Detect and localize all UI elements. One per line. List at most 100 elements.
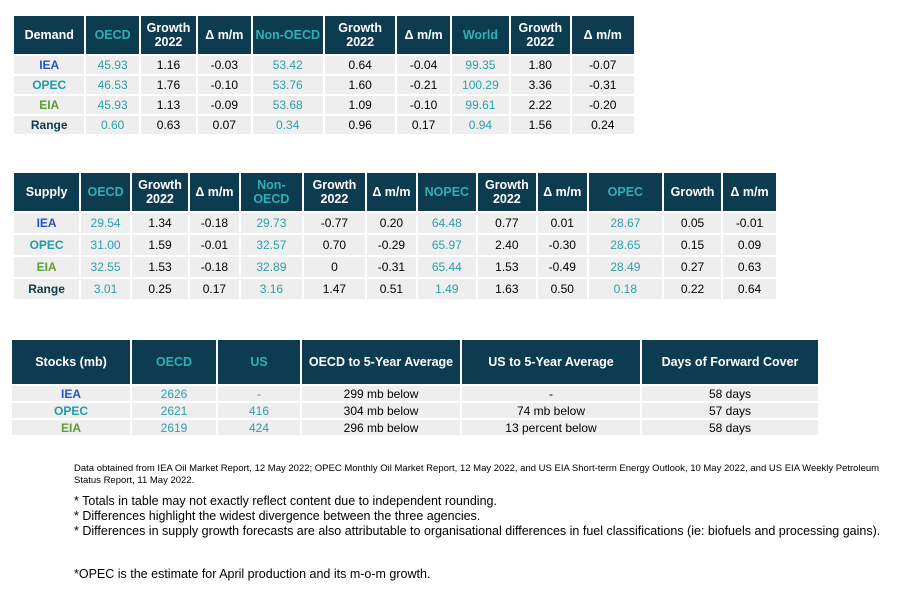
supply-cell: 1.49 [417, 279, 476, 299]
supply-cell: 0.27 [664, 257, 721, 277]
demand-cell: 2.22 [511, 96, 570, 114]
demand-cell: 1.56 [511, 116, 570, 134]
demand-header-label: Demand [14, 16, 85, 54]
stocks-cell: - [218, 386, 300, 401]
supply-row: IEA 29.54 1.34 -0.18 29.73 -0.77 0.20 64.48 0.77… [14, 213, 776, 233]
demand-cell: -0.20 [571, 96, 634, 114]
supply-cell: 0.77 [477, 213, 536, 233]
demand-header-growth: Growth 2022 [511, 16, 570, 54]
supply-header-nopec: NOPEC [417, 173, 476, 211]
stocks-cell: 2619 [132, 420, 216, 435]
supply-cell: 65.97 [417, 235, 476, 255]
supply-cell: 31.00 [81, 235, 130, 255]
supply-cell: 1.59 [132, 235, 188, 255]
supply-row: Range 3.01 0.25 0.17 3.16 1.47 0.51 1.49 1.63 0.5… [14, 279, 776, 299]
demand-cell: 1.60 [324, 76, 396, 94]
demand-cell: -0.21 [397, 76, 450, 94]
demand-cell: -0.09 [198, 96, 251, 114]
demand-cell: 1.16 [140, 56, 197, 74]
supply-cell: 0.70 [303, 235, 365, 255]
stocks-cell: 2621 [132, 403, 216, 418]
supply-cell: 0.22 [664, 279, 721, 299]
stocks-row: OPEC 2621 416 304 mb below 74 mb below 57 day… [12, 403, 818, 418]
supply-cell: 1.47 [303, 279, 365, 299]
demand-cell: 45.93 [86, 56, 139, 74]
demand-cell: -0.10 [198, 76, 251, 94]
demand-row: Range 0.60 0.63 0.07 0.34 0.96 0.17 0.94 1.56 0.2… [14, 116, 634, 134]
supply-cell: 0.64 [723, 279, 776, 299]
supply-cell: 28.65 [588, 235, 662, 255]
supply-cell: -0.01 [723, 213, 776, 233]
demand-row-label: Range [14, 116, 85, 134]
stocks-header-row: Stocks (mb) OECD US OECD to 5-Year Avera… [12, 340, 818, 384]
supply-cell: -0.49 [537, 257, 587, 277]
stocks-cell: 13 percent below [462, 420, 640, 435]
demand-cell: -0.31 [571, 76, 634, 94]
supply-cell: -0.18 [189, 213, 239, 233]
demand-cell: 46.53 [86, 76, 139, 94]
supply-row-label: Range [14, 279, 80, 299]
stocks-cell: 57 days [642, 403, 818, 418]
supply-header-growth: Growth 2022 [303, 173, 365, 211]
demand-header-growth: Growth 2022 [324, 16, 396, 54]
supply-cell: 0.50 [537, 279, 587, 299]
supply-header-delta: Δ m/m [723, 173, 776, 211]
supply-header-oecd: OECD [81, 173, 130, 211]
supply-header-growth: Growth [664, 173, 721, 211]
supply-cell: 0.63 [723, 257, 776, 277]
demand-cell: 53.42 [252, 56, 323, 74]
stocks-header-us: US [218, 340, 300, 384]
supply-cell: 0.09 [723, 235, 776, 255]
stocks-header-days-cover: Days of Forward Cover [642, 340, 818, 384]
demand-header-row: Demand OECD Growth 2022 Δ m/m Non-OECD G… [14, 16, 634, 54]
stocks-row-label: IEA [12, 386, 130, 401]
stocks-header-label: Stocks (mb) [12, 340, 130, 384]
supply-cell: 1.53 [477, 257, 536, 277]
demand-cell: 53.76 [252, 76, 323, 94]
demand-cell: 0.63 [140, 116, 197, 134]
supply-header-label: Supply [14, 173, 80, 211]
demand-header-delta: Δ m/m [397, 16, 450, 54]
demand-header-delta: Δ m/m [198, 16, 251, 54]
stocks-header-oecd: OECD [132, 340, 216, 384]
stocks-cell: 416 [218, 403, 300, 418]
supply-cell: 1.63 [477, 279, 536, 299]
demand-cell: 3.36 [511, 76, 570, 94]
supply-cell: 65.44 [417, 257, 476, 277]
demand-cell: 1.80 [511, 56, 570, 74]
supply-cell: 0.51 [366, 279, 416, 299]
supply-cell: 0 [303, 257, 365, 277]
supply-cell: 0.17 [189, 279, 239, 299]
supply-cell: 32.89 [240, 257, 302, 277]
opec-footnote: *OPEC is the estimate for April producti… [74, 567, 431, 581]
demand-header-delta: Δ m/m [571, 16, 634, 54]
demand-row: EIA 45.93 1.13 -0.09 53.68 1.09 -0.10 99.61 2.22… [14, 96, 634, 114]
stocks-body: IEA 2626-299 mb below -58 days OPEC 2621 416 3… [12, 386, 818, 435]
demand-cell: 1.09 [324, 96, 396, 114]
supply-header-delta: Δ m/m [366, 173, 416, 211]
supply-body: IEA 29.54 1.34 -0.18 29.73 -0.77 0.20 64.48 0.77… [14, 213, 776, 299]
demand-row: OPEC 46.53 1.76 -0.10 53.76 1.60 -0.21 100.29 3.… [14, 76, 634, 94]
supply-cell: 64.48 [417, 213, 476, 233]
demand-cell: 0.64 [324, 56, 396, 74]
supply-cell: 28.67 [588, 213, 662, 233]
supply-cell: -0.18 [189, 257, 239, 277]
demand-cell: 1.13 [140, 96, 197, 114]
supply-cell: 28.49 [588, 257, 662, 277]
demand-cell: 0.07 [198, 116, 251, 134]
demand-table: Demand OECD Growth 2022 Δ m/m Non-OECD G… [12, 14, 636, 136]
note-classification: * Differences in supply growth forecasts… [74, 524, 881, 538]
stocks-row: EIA 2619 424 296 mb below 13 percent below 58… [12, 420, 818, 435]
supply-row-label: OPEC [14, 235, 80, 255]
supply-cell: 32.57 [240, 235, 302, 255]
demand-row-label: IEA [14, 56, 85, 74]
stocks-table: Stocks (mb) OECD US OECD to 5-Year Avera… [10, 338, 820, 437]
demand-cell: 0.34 [252, 116, 323, 134]
demand-cell: -0.04 [397, 56, 450, 74]
supply-row-label: IEA [14, 213, 80, 233]
stocks-row-label: EIA [12, 420, 130, 435]
supply-header-opec: OPEC [588, 173, 662, 211]
stocks-header-us-5yr: US to 5-Year Average [462, 340, 640, 384]
demand-cell: 0.60 [86, 116, 139, 134]
supply-cell: 3.01 [81, 279, 130, 299]
